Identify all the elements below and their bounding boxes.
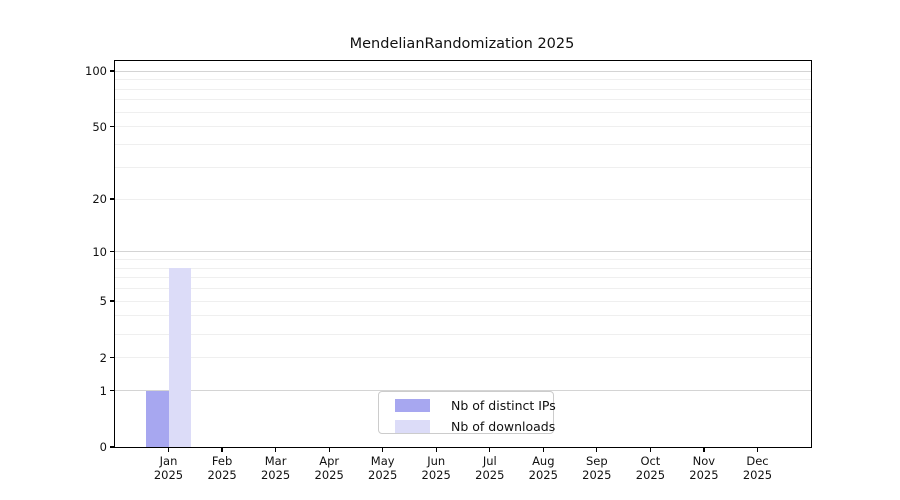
y-tick-label: 20 <box>92 192 107 206</box>
gridline-major <box>115 70 811 72</box>
x-tick-month: Nov <box>692 454 716 468</box>
gridline-minor <box>115 79 811 80</box>
x-tick-month: Dec <box>746 454 769 468</box>
x-tick <box>756 447 759 452</box>
y-tick <box>110 251 115 253</box>
gridline-major <box>115 251 811 253</box>
legend-label-distinct-ips: Nb of distinct IPs <box>451 397 556 413</box>
gridline-minor <box>115 333 811 335</box>
x-tick-month: Mar <box>264 454 287 468</box>
legend-swatch-distinct-ips <box>395 398 430 412</box>
y-tick <box>110 300 115 302</box>
x-tick-year: 2025 <box>582 468 612 482</box>
x-tick-label: Sep 2025 <box>569 454 625 482</box>
gridline-minor <box>115 288 811 289</box>
gridline-major <box>115 390 811 391</box>
x-tick-label: Feb 2025 <box>194 454 250 482</box>
x-tick-year: 2025 <box>207 468 237 482</box>
gridline-minor <box>115 166 811 168</box>
x-tick-month: Apr <box>319 454 340 468</box>
gridline-minor <box>115 277 811 279</box>
y-tick-label: 100 <box>85 64 107 78</box>
y-tick-label: 2 <box>99 350 107 365</box>
y-tick <box>110 389 115 392</box>
plot-area: 0 1 2 5 10 20 50 100 Jan 2025 Feb 2025 Mar 2025 Apr 202… <box>85 60 812 482</box>
x-tick <box>221 447 223 452</box>
x-tick <box>435 447 437 452</box>
x-tick-label: Mar 2025 <box>248 454 304 482</box>
x-tick-label: Nov 2025 <box>676 454 732 482</box>
x-tick-month: Jul <box>482 454 497 468</box>
gridline-minor <box>115 198 811 200</box>
x-tick-year: 2025 <box>153 468 184 482</box>
y-tick-label: 5 <box>99 294 107 308</box>
y-tick <box>110 70 115 72</box>
x-tick-year: 2025 <box>475 468 505 482</box>
x-tick <box>275 447 277 452</box>
gridline-minor <box>115 88 811 90</box>
x-tick <box>649 447 651 452</box>
gridline-minor <box>115 258 811 260</box>
x-tick-year: 2025 <box>528 468 558 482</box>
x-tick-year: 2025 <box>742 468 773 482</box>
x-tick <box>328 447 330 452</box>
gridline-minor <box>115 267 811 269</box>
x-tick-label: Aug 2025 <box>515 454 571 482</box>
legend: Nb of distinct IPs Nb of downloads <box>378 391 556 435</box>
x-tick-month: Sep <box>585 454 608 468</box>
gridline-minor <box>115 99 811 101</box>
gridline-minor <box>115 111 811 113</box>
x-tick-label: Dec 2025 <box>730 454 786 482</box>
gridline-minor <box>115 144 811 145</box>
bar-nb-of-distinct-ips <box>146 390 169 447</box>
x-tick-month: May <box>370 454 395 468</box>
chart-title: MendelianRandomization 2025 <box>349 36 575 52</box>
y-tick-label: 50 <box>92 119 107 134</box>
x-tick-label: Oct 2025 <box>622 454 678 482</box>
legend-item-distinct-ips: Nb of distinct IPs <box>395 396 556 414</box>
x-tick <box>167 447 170 452</box>
x-tick-year: 2025 <box>689 468 719 482</box>
x-tick-month: Jun <box>427 454 446 468</box>
y-tick <box>110 356 115 359</box>
gridline-minor <box>115 357 811 358</box>
bar-nb-of-downloads <box>168 268 191 447</box>
gridline-minor <box>115 300 811 302</box>
x-tick-label: Jan 2025 <box>141 454 197 482</box>
gridline-minor <box>115 126 811 128</box>
y-tick-label: 10 <box>92 244 107 259</box>
x-tick-label: May 2025 <box>355 454 411 482</box>
x-tick <box>489 447 491 452</box>
x-tick-year: 2025 <box>368 468 398 482</box>
legend-item-downloads: Nb of downloads <box>395 417 556 435</box>
y-tick <box>110 126 115 128</box>
x-tick-month: Jan <box>159 454 178 468</box>
x-tick-year: 2025 <box>314 468 344 482</box>
y-tick-label: 0 <box>99 440 107 454</box>
x-tick-year: 2025 <box>260 468 291 482</box>
x-tick-label: Apr 2025 <box>301 454 357 482</box>
x-tick <box>382 447 384 452</box>
x-tick <box>596 447 598 452</box>
x-tick <box>542 447 544 452</box>
y-tick <box>110 198 115 200</box>
x-tick-label: Jul 2025 <box>462 454 518 482</box>
x-tick-month: Aug <box>532 454 555 468</box>
x-tick-month: Oct <box>640 454 661 468</box>
x-tick <box>703 447 705 452</box>
gridline-minor <box>115 315 811 317</box>
x-tick-year: 2025 <box>421 468 451 482</box>
x-tick-year: 2025 <box>635 468 666 482</box>
x-tick-month: Feb <box>211 454 233 468</box>
legend-label-downloads: Nb of downloads <box>451 418 556 434</box>
y-tick <box>110 446 115 448</box>
y-tick-label: 1 <box>99 383 107 398</box>
legend-swatch-downloads <box>395 419 430 433</box>
x-tick-label: Jun 2025 <box>408 454 464 482</box>
